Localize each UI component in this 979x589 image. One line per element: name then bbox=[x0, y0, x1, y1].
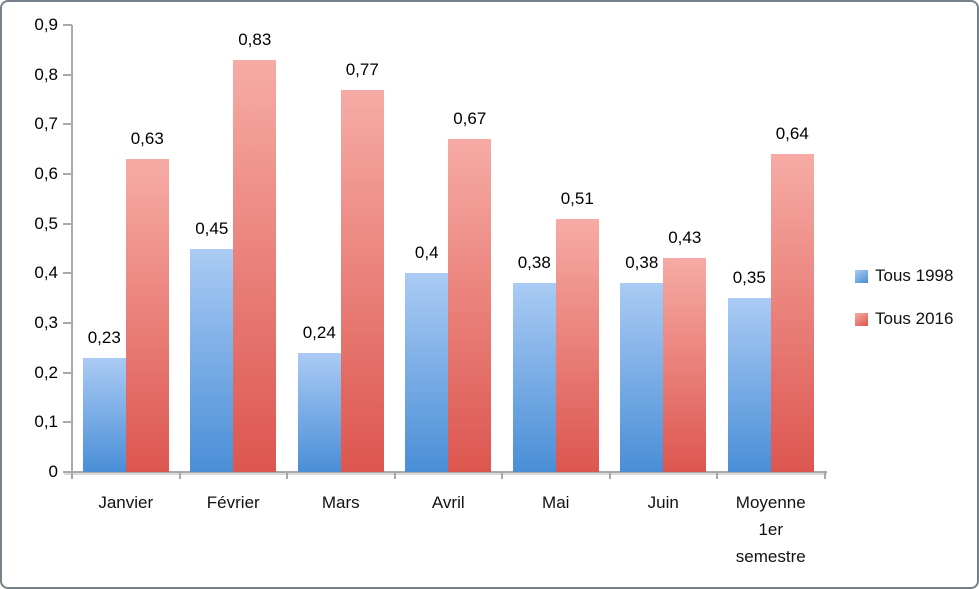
bar-tous-1998-avril bbox=[405, 273, 449, 472]
y-tick-mark bbox=[63, 222, 72, 225]
y-tick-label: 0,3 bbox=[34, 313, 58, 332]
y-tick-label: 0,2 bbox=[34, 362, 58, 382]
x-tick-mark bbox=[823, 472, 826, 479]
legend-label-tous-1998: Tous 1998 bbox=[875, 266, 954, 285]
y-tick-label: 0,6 bbox=[34, 164, 58, 183]
legend: Tous 1998 Tous 2016 bbox=[855, 266, 953, 352]
legend-item-tous-1998: Tous 1998 bbox=[855, 266, 953, 286]
bar-tous-1998-moyenne-1er-semestre bbox=[727, 298, 771, 472]
bar-tous-1998-janvier bbox=[82, 357, 126, 472]
y-tick-mark bbox=[63, 322, 72, 324]
y-tick-mark bbox=[63, 471, 72, 473]
x-tick-mark bbox=[501, 472, 503, 479]
category-label: Mai bbox=[542, 493, 570, 512]
bar-tous-2016-janvier bbox=[125, 159, 169, 472]
value-label: 0,63 bbox=[130, 129, 164, 149]
legend-swatch-red-icon bbox=[855, 312, 868, 326]
category-label: Moyenne 1er semestre bbox=[735, 493, 806, 566]
y-tick-mark bbox=[63, 421, 72, 424]
value-label: 0,77 bbox=[345, 59, 379, 79]
value-label: 0,51 bbox=[560, 188, 594, 208]
value-label: 0,67 bbox=[453, 109, 487, 129]
bar-tous-1998-juin bbox=[620, 283, 664, 472]
value-label: 0,24 bbox=[302, 322, 336, 342]
category-label: Février bbox=[206, 493, 260, 512]
y-axis-line bbox=[71, 25, 73, 478]
value-label: 0,38 bbox=[517, 253, 551, 273]
y-tick-mark bbox=[63, 173, 72, 175]
x-tick-mark bbox=[716, 472, 718, 479]
value-label: 0,43 bbox=[668, 228, 702, 248]
y-tick-mark bbox=[63, 73, 72, 76]
bar-tous-2016-avril bbox=[448, 139, 492, 472]
x-axis-line bbox=[64, 471, 827, 473]
bar-tous-2016-moyenne-1er-semestre bbox=[770, 154, 814, 472]
bar-tous-2016-mai bbox=[555, 218, 599, 472]
value-label: 0,83 bbox=[238, 29, 272, 49]
y-tick-label: 0,4 bbox=[34, 263, 58, 283]
y-tick-label: 0,8 bbox=[34, 64, 58, 84]
x-tick-mark bbox=[178, 472, 181, 479]
category-label: Avril bbox=[431, 493, 465, 512]
bar-tous-2016-juin bbox=[663, 258, 707, 472]
category-label: Mars bbox=[321, 493, 360, 512]
value-label: 0,45 bbox=[195, 218, 229, 238]
category-label: Juin bbox=[647, 493, 679, 512]
bar-tous-2016-février bbox=[233, 59, 277, 472]
bar-tous-1998-mai bbox=[512, 283, 556, 472]
category-label: Janvier bbox=[98, 493, 154, 512]
bar-tous-2016-mars bbox=[340, 89, 384, 472]
value-label: 0,23 bbox=[87, 327, 121, 347]
y-tick-label: 0,5 bbox=[34, 213, 58, 233]
y-tick-label: 0 bbox=[48, 462, 58, 481]
bar-tous-1998-février bbox=[190, 248, 234, 472]
value-label: 0,35 bbox=[732, 268, 766, 288]
value-label: 0,38 bbox=[625, 253, 659, 273]
legend-label-tous-2016: Tous 2016 bbox=[875, 309, 954, 328]
y-tick-mark bbox=[63, 272, 72, 275]
y-tick-label: 0,1 bbox=[34, 412, 58, 432]
x-tick-mark bbox=[608, 472, 611, 479]
legend-item-tous-2016: Tous 2016 bbox=[855, 309, 953, 329]
y-tick-mark bbox=[63, 123, 72, 126]
value-label: 0,64 bbox=[775, 124, 809, 144]
y-tick-mark bbox=[63, 24, 72, 26]
y-tick-label: 0,9 bbox=[34, 15, 58, 34]
y-tick-mark bbox=[63, 371, 72, 374]
x-tick-mark bbox=[393, 472, 396, 479]
y-tick-label: 0,7 bbox=[34, 114, 58, 134]
legend-swatch-blue-icon bbox=[855, 269, 868, 283]
x-tick-mark bbox=[71, 472, 73, 479]
bar-tous-1998-mars bbox=[297, 352, 341, 472]
x-tick-mark bbox=[286, 472, 288, 479]
value-label: 0,4 bbox=[414, 243, 439, 263]
